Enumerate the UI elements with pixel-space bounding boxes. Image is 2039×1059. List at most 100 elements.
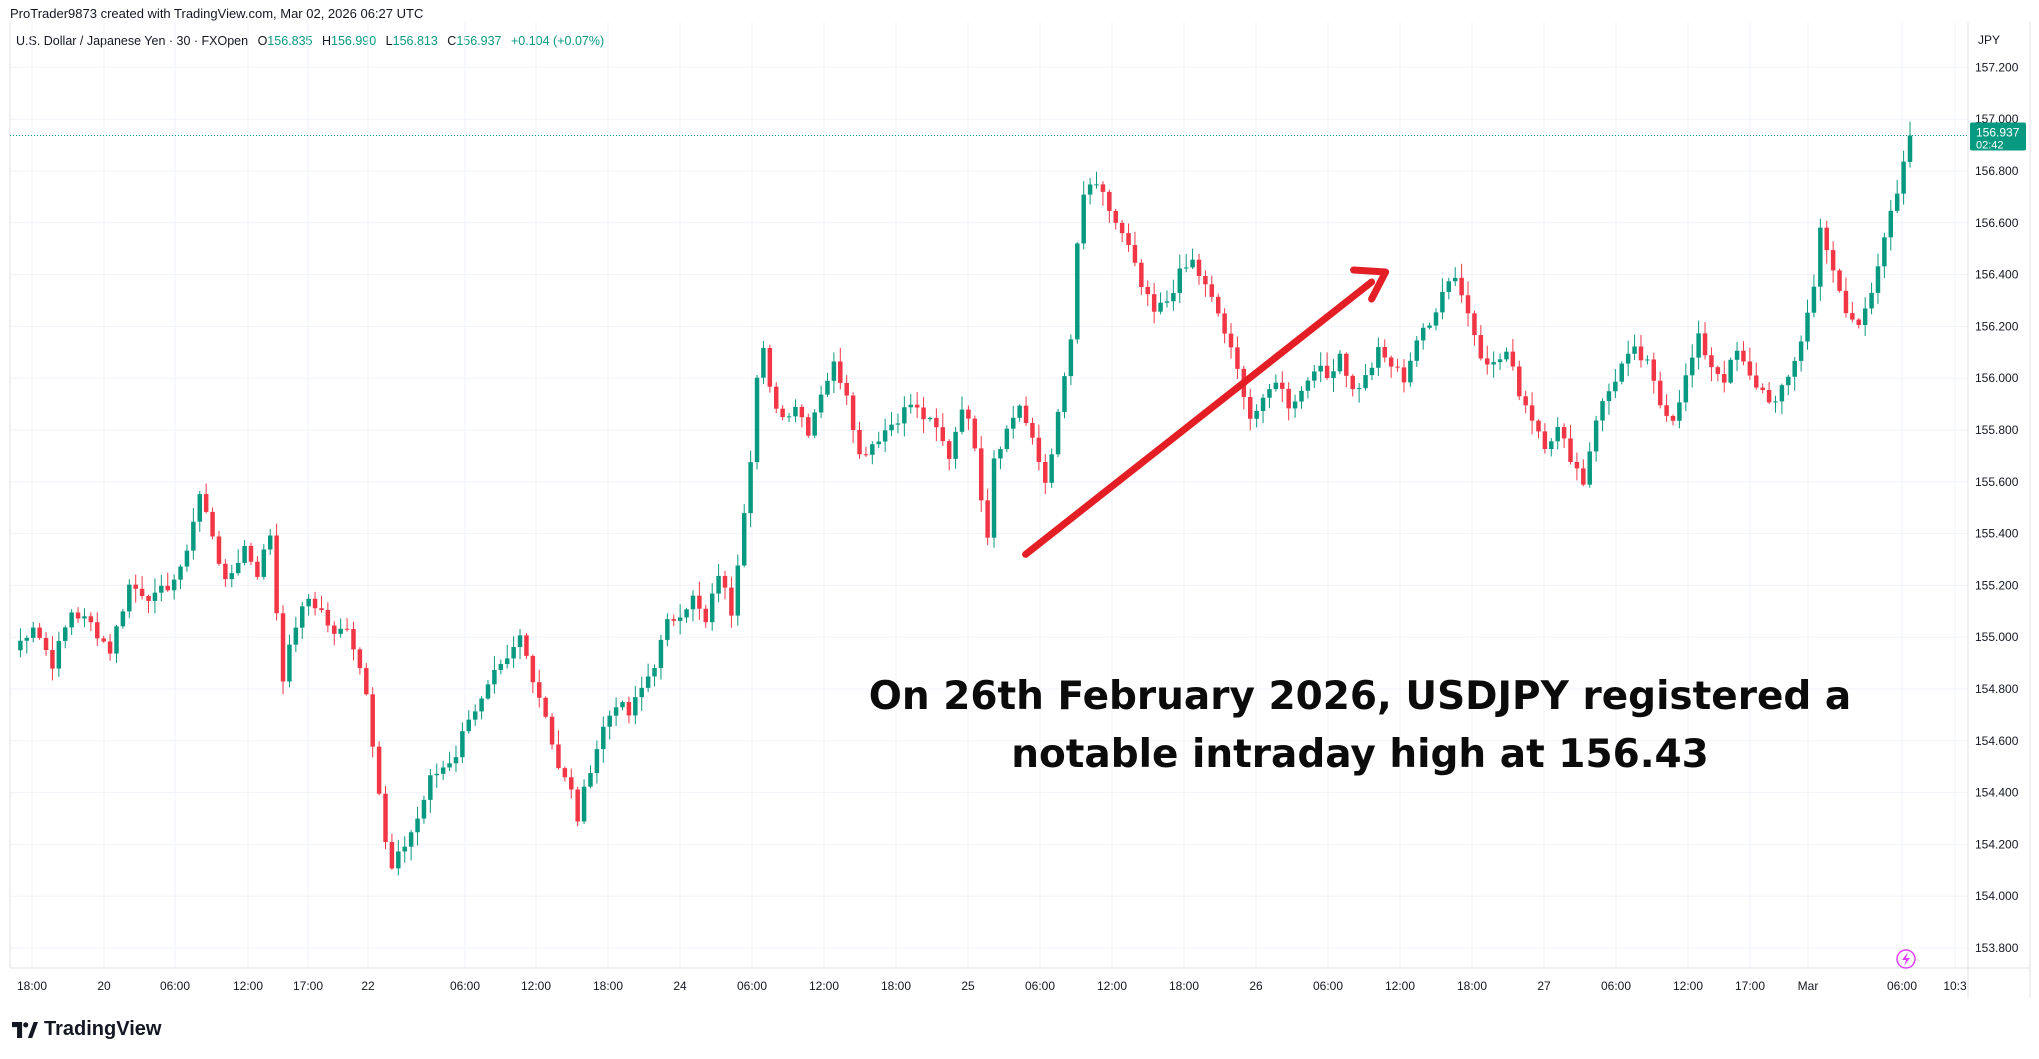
candle-body (1824, 227, 1829, 251)
candle-body (396, 851, 401, 869)
candle-body (556, 744, 561, 769)
candle-body (588, 773, 593, 787)
candle-body (1593, 420, 1599, 452)
candle-body (1036, 437, 1042, 463)
x-tick-label: 12:00 (521, 979, 551, 993)
candle-body (447, 763, 452, 768)
y-tick-label: 155.600 (1975, 475, 2019, 489)
y-tick-label: 154.600 (1975, 734, 2019, 748)
candle-body (1670, 415, 1676, 421)
x-tick-label: 27 (1537, 979, 1551, 993)
candle-body (1702, 333, 1708, 356)
candle-body (1023, 405, 1029, 424)
candle-body (383, 793, 388, 843)
current-price-value: 156.937 (1976, 126, 2020, 140)
y-tick-label: 154.000 (1975, 889, 2019, 903)
close-label: C (447, 34, 457, 48)
candle-body (1408, 360, 1413, 383)
candle-body (1638, 346, 1644, 361)
x-tick-label: 20 (97, 979, 111, 993)
candle-body (1369, 367, 1375, 376)
x-tick-label: 12:00 (809, 979, 839, 993)
candle-body (1318, 365, 1323, 372)
x-tick-label: 06:00 (450, 979, 480, 993)
candlesticks (18, 121, 1913, 876)
candle-body (274, 535, 279, 614)
candle-body (364, 668, 369, 695)
lightning-icon[interactable] (1896, 949, 1916, 969)
x-tick-label: 12:00 (1673, 979, 1703, 993)
x-tick-label: 18:00 (17, 979, 47, 993)
y-tick-label: 154.200 (1975, 837, 2019, 851)
candle-body (210, 511, 215, 537)
candle-body (235, 562, 241, 574)
candle-body (786, 416, 792, 418)
candle-body (1350, 375, 1355, 390)
candle-body (229, 573, 235, 580)
y-tick-label: 156.600 (1975, 216, 2019, 230)
candle-body (562, 768, 568, 778)
candle-body (1760, 387, 1765, 391)
candle-body (152, 592, 158, 601)
candle-body (735, 565, 741, 616)
candle-body (30, 627, 36, 638)
candle-body (882, 430, 888, 442)
candle-body (1196, 259, 1202, 277)
candle-body (1786, 376, 1791, 386)
candle-body (1081, 194, 1086, 244)
y-tick-label: 156.000 (1975, 371, 2019, 385)
candle-body (1683, 375, 1689, 403)
candle-body (1363, 375, 1368, 389)
candle-body (1356, 388, 1362, 390)
high-value: 156.990 (331, 34, 377, 48)
annotation-line-2: notable intraday high at 156.43 (1011, 732, 1709, 777)
trend-arrow-head (1350, 266, 1390, 303)
candle-body (88, 616, 94, 623)
candle-body (1657, 380, 1663, 406)
candle-body (1151, 294, 1157, 312)
x-tick-label: 18:00 (593, 979, 623, 993)
y-tick-label: 155.000 (1975, 630, 2019, 644)
candle-body (1894, 193, 1900, 211)
candle-body (63, 627, 68, 641)
candle-body (191, 521, 196, 551)
x-tick-label: 17:00 (293, 979, 323, 993)
candle-body (1472, 313, 1477, 336)
candle-body (1087, 184, 1093, 195)
candle-body (1337, 353, 1343, 372)
candle-body (774, 386, 779, 409)
candle-body (1491, 362, 1496, 365)
candle-body (1741, 350, 1746, 362)
candle-body (1235, 347, 1240, 369)
candle-body (24, 637, 30, 641)
candle-body (1773, 401, 1778, 403)
candle-body (325, 609, 331, 626)
price-axis[interactable]: 157.200157.000156.800156.600156.400156.2… (1975, 33, 2019, 955)
candle-body (242, 545, 247, 563)
candle-body (1119, 222, 1125, 234)
candle-body (1126, 233, 1131, 245)
y-tick-label: 157.200 (1975, 60, 2019, 74)
candle-body (1331, 371, 1336, 379)
candle-body (1145, 286, 1150, 295)
candle-body (1485, 358, 1490, 365)
candle-body (517, 635, 523, 647)
x-tick-label: 18:00 (1169, 979, 1199, 993)
time-axis[interactable]: 18:00 20 06:00 12:00 17:00 22 06:00 12:00 18:00 2… (17, 979, 1967, 993)
candle-body (1581, 468, 1586, 485)
candle-body (1907, 135, 1913, 162)
candle-body (908, 404, 913, 408)
currency-label: JPY (1978, 33, 2000, 47)
symbol-name[interactable]: U.S. Dollar / Japanese Yen · 30 · FXOpen (16, 34, 249, 48)
candle-body (37, 627, 42, 638)
candle-body (601, 726, 606, 750)
candle-body (652, 667, 657, 677)
x-tick-label: 12:00 (1097, 979, 1127, 993)
open-label: O (257, 34, 268, 48)
candle-body (1414, 340, 1420, 361)
candle-body (75, 612, 81, 619)
tradingview-logo[interactable]: TradingView (12, 1018, 161, 1041)
candle-body (1561, 427, 1567, 439)
candle-body (1606, 391, 1612, 402)
